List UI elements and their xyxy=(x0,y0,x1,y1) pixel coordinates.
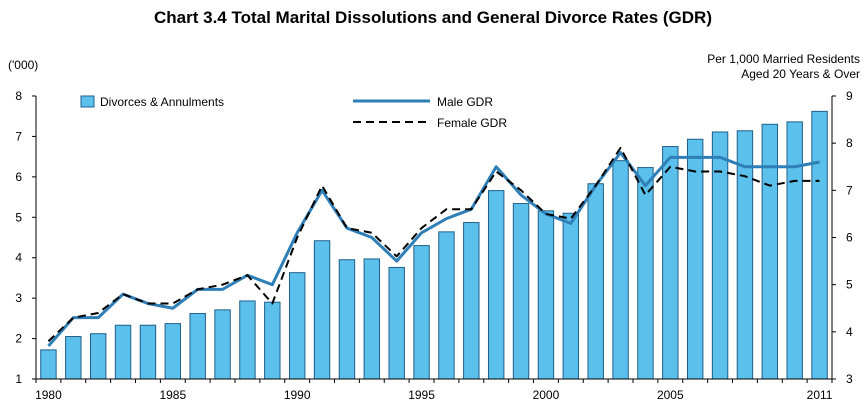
left-tick-label-2: 2 xyxy=(15,332,22,346)
bar-1984 xyxy=(139,324,157,380)
bar-1988 xyxy=(239,300,256,380)
left-axis-unit: ('000) xyxy=(8,58,38,72)
bar-1994 xyxy=(388,266,405,380)
right-tick-label-4: 4 xyxy=(846,325,853,339)
bar-2002 xyxy=(587,183,604,380)
bar-2011 xyxy=(811,110,828,380)
x-tick-label-1985: 1985 xyxy=(159,388,186,402)
bar-1986 xyxy=(189,313,206,380)
legend-bar-label: Divorces & Annulments xyxy=(100,95,224,109)
left-tick-label-8: 8 xyxy=(15,89,22,103)
right-tick-label-3: 3 xyxy=(846,372,853,386)
bar-1995 xyxy=(413,245,430,380)
female-gdr-line xyxy=(47,146,820,342)
bar-1987 xyxy=(214,309,231,380)
bar-1998 xyxy=(487,190,505,380)
bar-1983 xyxy=(114,324,132,380)
right-tick-label-7: 7 xyxy=(846,183,853,197)
bar-1980 xyxy=(40,349,57,380)
x-tick-label-1980: 1980 xyxy=(35,388,62,402)
chart-title: Chart 3.4 Total Marital Dissolutions and… xyxy=(154,8,712,27)
left-tick-label-1: 1 xyxy=(15,372,22,386)
bar-1982 xyxy=(89,333,107,380)
left-tick-label-3: 3 xyxy=(15,291,22,305)
right-axis-unit-line1: Per 1,000 Married Residents xyxy=(707,52,860,66)
bar-1985 xyxy=(164,323,182,380)
right-axis-unit-line2: Aged 20 Years & Over xyxy=(741,67,860,81)
bar-series xyxy=(40,110,828,380)
bar-1997 xyxy=(463,222,480,380)
male-gdr-line xyxy=(47,151,820,347)
bar-1991 xyxy=(313,240,331,380)
left-tick-label-4: 4 xyxy=(15,251,22,265)
right-tick-label-6: 6 xyxy=(846,231,853,245)
x-tick-label-1990: 1990 xyxy=(284,388,311,402)
bar-2009 xyxy=(761,123,779,380)
bar-1993 xyxy=(363,258,381,380)
x-tick-label-2005: 2005 xyxy=(657,388,684,402)
bar-1989 xyxy=(264,301,281,380)
axes: 1 2 3 4 5 6 7 8 3 4 5 6 7 8 9 1980 1985 1990 1995 2000 2005 2… xyxy=(15,89,853,402)
bar-2005 xyxy=(662,146,679,380)
bar-2003 xyxy=(612,160,629,380)
bar-2006 xyxy=(686,138,704,380)
bar-2010 xyxy=(786,121,803,380)
bar-2004 xyxy=(637,167,654,380)
bar-1990 xyxy=(288,272,306,380)
left-tick-label-6: 6 xyxy=(15,170,22,184)
bar-2000 xyxy=(537,210,555,380)
legend-bar-swatch xyxy=(80,95,95,108)
right-tick-label-9: 9 xyxy=(846,89,853,103)
bar-1981 xyxy=(65,336,82,380)
left-tick-label-5: 5 xyxy=(15,210,22,224)
right-tick-label-8: 8 xyxy=(846,136,853,150)
line-series xyxy=(47,146,820,347)
bar-2007 xyxy=(711,131,729,380)
bar-1996 xyxy=(438,231,455,380)
bar-1992 xyxy=(338,259,356,380)
legend-male-label: Male GDR xyxy=(437,95,493,109)
right-tick-label-5: 5 xyxy=(846,278,853,292)
bar-2001 xyxy=(562,212,580,380)
x-tick-label-1995: 1995 xyxy=(408,388,435,402)
legend-female-label: Female GDR xyxy=(437,116,507,130)
bar-1999 xyxy=(512,203,530,380)
x-tick-label-2000: 2000 xyxy=(533,388,560,402)
x-tick-label-2011: 2011 xyxy=(807,388,833,402)
legend: Divorces & Annulments Male GDR Female GD… xyxy=(80,95,507,130)
left-tick-label-7: 7 xyxy=(15,129,22,143)
